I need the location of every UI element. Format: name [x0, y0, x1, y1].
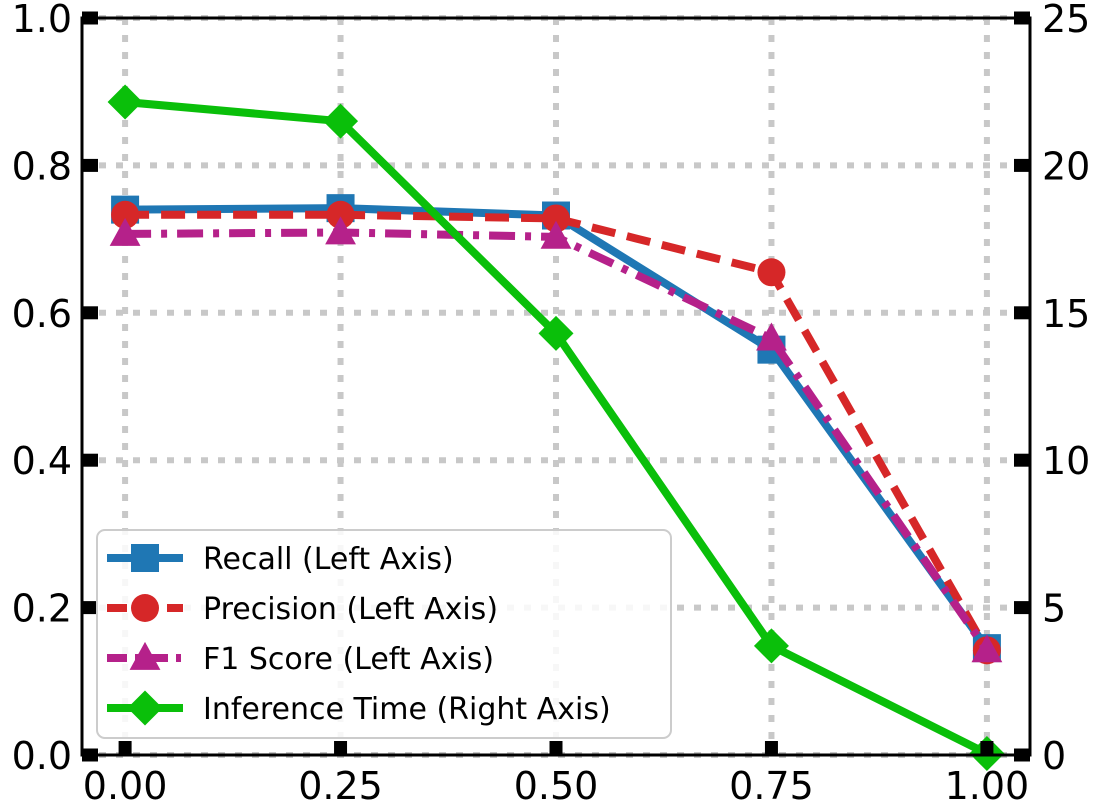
series-line — [125, 210, 991, 653]
data-point — [325, 216, 356, 245]
y-right-tick-label: 15 — [1042, 292, 1090, 336]
legend-label: Inference Time (Right Axis) — [203, 692, 611, 727]
y-left-tick-label: 0.6 — [12, 292, 72, 336]
y-right-tick-label: 25 — [1042, 0, 1090, 41]
legend-label: Recall (Left Axis) — [203, 542, 454, 577]
y-right-tick-label: 5 — [1042, 587, 1066, 631]
data-point — [109, 217, 141, 246]
x-tick-label: 0.50 — [514, 764, 599, 807]
x-tick-label: 1.00 — [945, 764, 1030, 807]
y-left-tick-label: 0.0 — [12, 734, 72, 778]
x-tick-label: 0.75 — [729, 764, 814, 807]
y-left-tick-label: 0.2 — [12, 587, 72, 631]
y-right-tick-label: 10 — [1042, 439, 1090, 483]
legend-marker — [129, 641, 161, 670]
data-point — [971, 634, 1003, 663]
series-diamond — [107, 84, 1005, 772]
legend-label: F1 Score (Left Axis) — [203, 642, 494, 677]
data-point — [756, 322, 787, 351]
legend-marker — [131, 594, 159, 622]
data-point — [540, 220, 572, 249]
legend-box — [96, 529, 672, 739]
series-layer — [107, 84, 1005, 772]
y-left-tick-label: 0.8 — [12, 144, 72, 188]
data-point — [538, 315, 574, 351]
data-point — [111, 200, 140, 229]
y-right-tick-label: 20 — [1042, 144, 1090, 188]
x-tick-label: 0.25 — [298, 764, 383, 807]
ticks: 0.00 0.25 0.50 0.75 1.000.00.20.40.60.81.005… — [12, 0, 1091, 807]
legend: Recall (Left Axis) Precision (Left Axis) F… — [96, 529, 672, 739]
y-left-tick-label: 0.4 — [12, 439, 72, 483]
legend-marker — [131, 544, 159, 572]
data-point — [326, 200, 355, 229]
series-triangle — [109, 216, 1003, 663]
y-right-tick-label: 0 — [1042, 734, 1066, 778]
legend-marker — [127, 690, 163, 726]
data-point — [323, 103, 359, 139]
data-point — [757, 258, 786, 287]
x-tick-label: 0.00 — [83, 764, 168, 807]
legend-label: Precision (Left Axis) — [203, 592, 498, 627]
y-left-tick-label: 1.0 — [12, 0, 72, 41]
data-point — [107, 84, 143, 120]
data-point — [753, 628, 789, 664]
data-point — [542, 204, 570, 233]
